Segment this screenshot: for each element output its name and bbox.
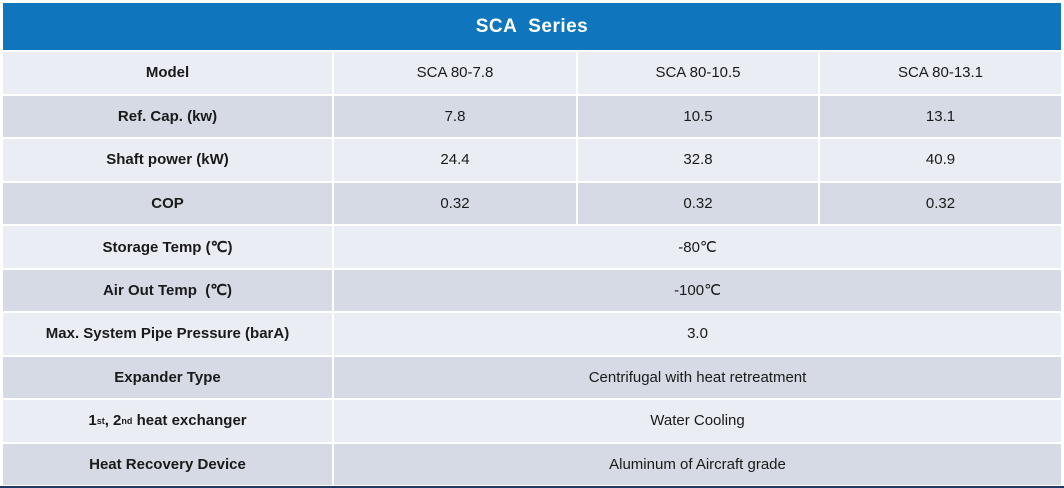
expander-type-value-cell: Centrifugal with heat retreatment	[334, 356, 1061, 398]
cop-value-cell-1: 0.32	[334, 182, 576, 224]
heat-recovery-value-cell: Aluminum of Aircraft grade	[334, 443, 1061, 485]
air-out-temp-value-cell: -100℃	[334, 269, 1061, 311]
shaft-power-label-cell: Shaft power (kW)	[3, 139, 332, 181]
storage-temp-label-cell: Storage Temp (℃)	[3, 226, 332, 268]
shaft-power-value-cell-1: 24.4	[334, 139, 576, 181]
heat-exchanger-value-cell: Water Cooling	[334, 400, 1061, 442]
model-value-cell-2: SCA 80-10.5	[578, 52, 818, 94]
ref-cap-value-cell-2: 10.5	[578, 95, 818, 137]
cop-value-cell-3: 0.32	[820, 182, 1061, 224]
model-value-cell-1: SCA 80-7.8	[334, 52, 576, 94]
max-pipe-pressure-label-cell: Max. System Pipe Pressure (barA)	[3, 313, 332, 355]
cop-label-cell: COP	[3, 182, 332, 224]
table-title: SCA Series	[3, 3, 1061, 50]
ref-cap-value-cell-1: 7.8	[334, 95, 576, 137]
ref-cap-value-cell-3: 13.1	[820, 95, 1061, 137]
heat-recovery-label-cell: Heat Recovery Device	[3, 443, 332, 485]
sca-series-spec-table: SCA Series Model SCA 80-7.8 SCA 80-10.5 …	[3, 3, 1061, 485]
shaft-power-value-cell-2: 32.8	[578, 139, 818, 181]
heat-exchanger-label-part-2: , 2	[104, 412, 122, 430]
max-pipe-pressure-value-cell: 3.0	[334, 313, 1061, 355]
heat-exchanger-label-part-3: heat exchanger	[132, 412, 247, 430]
model-label-cell: Model	[3, 52, 332, 94]
air-out-temp-label-cell: Air Out Temp (℃)	[3, 269, 332, 311]
storage-temp-value-cell: -80℃	[334, 226, 1061, 268]
heat-exchanger-label-part-1: 1	[88, 412, 97, 430]
ref-cap-label-cell: Ref. Cap. (kw)	[3, 95, 332, 137]
expander-type-label-cell: Expander Type	[3, 356, 332, 398]
shaft-power-value-cell-3: 40.9	[820, 139, 1061, 181]
cop-value-cell-2: 0.32	[578, 182, 818, 224]
model-value-cell-3: SCA 80-13.1	[820, 52, 1061, 94]
